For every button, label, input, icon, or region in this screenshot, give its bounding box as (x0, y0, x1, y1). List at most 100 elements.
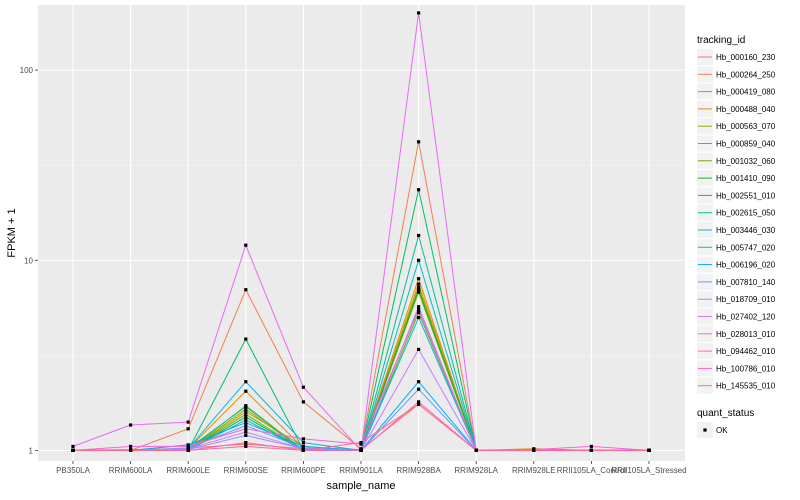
data-point (417, 11, 421, 15)
legend-item: Hb_028013_010 (697, 325, 776, 342)
data-point (244, 427, 248, 431)
data-point (244, 243, 248, 247)
shape-legend-title: quant_status (697, 408, 754, 419)
legend-label: Hb_007810_140 (716, 278, 776, 287)
data-point (417, 380, 421, 384)
legend-item: Hb_001410_090 (697, 170, 776, 187)
legend-item: Hb_027402_120 (697, 308, 776, 325)
data-points (71, 11, 651, 452)
legend-label: Hb_001410_090 (716, 174, 776, 183)
legend-item: Hb_018709_010 (697, 291, 776, 308)
legend-label: Hb_094462_010 (716, 347, 776, 356)
legend-label: Hb_000264_250 (716, 70, 776, 79)
data-point (474, 448, 478, 452)
data-point (244, 405, 248, 409)
data-point (244, 418, 248, 422)
data-point (417, 282, 421, 286)
data-point (71, 444, 75, 448)
data-point (417, 233, 421, 238)
data-point (244, 415, 248, 419)
x-tick-label: RRIM928LA (454, 466, 498, 475)
legend-item: Hb_000160_230 (697, 49, 776, 65)
data-point (186, 420, 190, 424)
data-point (417, 288, 421, 292)
data-point (589, 444, 593, 448)
legend-item: Hb_002551_010 (697, 187, 776, 204)
legend-label: Hb_027402_120 (716, 313, 776, 322)
data-point (417, 305, 421, 309)
legend-point (703, 428, 707, 432)
data-point (244, 441, 248, 445)
legend-item: Hb_007810_140 (697, 273, 776, 290)
data-point (417, 311, 421, 315)
data-point (359, 441, 363, 445)
y-axis-title: FPKM + 1 (6, 208, 18, 257)
legend-label: Hb_000419_080 (716, 88, 776, 97)
legend-label: Hb_001032_060 (716, 157, 776, 166)
data-point (417, 387, 421, 391)
data-point (417, 140, 421, 144)
data-point (647, 448, 651, 452)
legend-item: Hb_001032_060 (697, 152, 776, 169)
legend-item: Hb_006196_020 (697, 256, 776, 273)
color-legend-items: Hb_000160_230 Hb_000264_250 Hb_000419_080 H… (697, 49, 776, 394)
legend-item: Hb_000563_070 (697, 118, 776, 135)
data-point (244, 421, 248, 425)
data-point (301, 400, 305, 404)
data-point (244, 337, 248, 341)
legend-label: Hb_002615_050 (716, 209, 776, 218)
legend-label: Hb_145535_010 (716, 382, 776, 391)
legend-label: Hb_003446_030 (716, 226, 776, 235)
x-tick-label: RRIM600LA (109, 466, 153, 475)
legend-label: Hb_000160_230 (716, 53, 776, 62)
x-tick-label: PB350LA (56, 466, 90, 475)
y-tick-label: 100 (20, 66, 34, 75)
data-point (417, 315, 421, 320)
data-point (186, 448, 190, 452)
data-point (301, 385, 305, 389)
data-point (301, 441, 305, 445)
x-tick-label: RRIM600PE (281, 466, 325, 475)
y-tick-label: 1 (29, 446, 34, 455)
legend-label: Hb_028013_010 (716, 330, 776, 339)
legend-label: OK (716, 426, 728, 435)
data-point (417, 258, 421, 262)
legend-item: Hb_100786_010 (697, 360, 776, 377)
x-axis-title: sample_name (326, 480, 395, 492)
data-point (129, 448, 133, 452)
data-point (359, 448, 363, 452)
y-axis: 1 10 100 (20, 66, 38, 455)
legend-item: Hb_003446_030 (697, 222, 776, 238)
data-point (244, 288, 248, 292)
legend-label: Hb_100786_010 (716, 364, 776, 373)
legend-item: Hb_005747_020 (697, 239, 776, 256)
legend-label: Hb_018709_010 (716, 295, 776, 304)
legend-item: Hb_000419_080 (697, 83, 776, 100)
x-tick-label: RRIM928LE (512, 466, 556, 475)
legend-item: Hb_094462_010 (697, 343, 776, 360)
legend-label: Hb_000859_040 (716, 140, 776, 149)
legend-label: Hb_006196_020 (716, 261, 776, 270)
x-tick-label: RRII105LA_Control (557, 466, 627, 475)
data-point (244, 407, 248, 411)
data-point (186, 427, 190, 431)
data-point (417, 400, 421, 404)
x-tick-label: RRIM600SE (224, 466, 268, 475)
data-point (244, 430, 248, 434)
data-point (589, 448, 593, 452)
data-point (244, 433, 248, 437)
data-point (244, 444, 248, 448)
data-point (244, 424, 248, 428)
legend-label: Hb_000488_040 (716, 105, 776, 114)
data-point (244, 410, 248, 414)
data-point (129, 444, 133, 448)
legend-item: Hb_000488_040 (697, 100, 776, 117)
legend: tracking_id Hb_000160_230Hb_000264_250Hb… (697, 35, 776, 438)
legend-label: Hb_002551_010 (716, 191, 776, 200)
data-point (417, 308, 421, 312)
data-point (417, 277, 421, 281)
data-point (417, 285, 421, 289)
data-point (417, 402, 421, 406)
y-tick-label: 10 (24, 256, 33, 265)
